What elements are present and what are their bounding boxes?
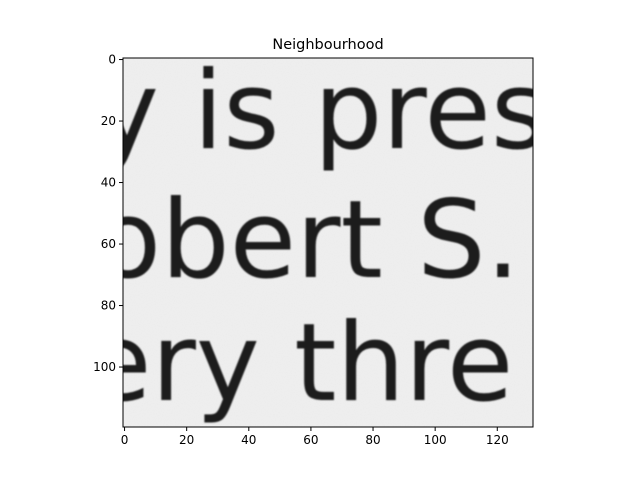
y-tick-label: 0	[108, 53, 116, 67]
x-tick-label: 20	[179, 433, 194, 447]
x-tick-label: 0	[121, 433, 129, 447]
image-panel: y is pres obert S. ery thre	[85, 49, 547, 427]
y-tick-label: 40	[101, 176, 116, 190]
x-axis: 0 20 40 60 80 100 120	[121, 427, 509, 447]
y-axis: 0 20 40 60 80 100	[93, 53, 123, 374]
image-text: y is pres obert S. ery thre	[85, 49, 547, 426]
x-tick-label: 40	[241, 433, 256, 447]
image-background	[123, 58, 533, 427]
y-tick-label: 80	[101, 299, 116, 313]
image-text-line-3: ery thre	[85, 301, 513, 426]
plot-frame	[122, 57, 534, 428]
chart-title: Neighbourhood	[272, 37, 383, 53]
y-tick-label: 60	[101, 237, 116, 251]
x-tick-label: 80	[365, 433, 380, 447]
x-tick-label: 120	[486, 433, 509, 447]
y-tick-label: 20	[101, 114, 116, 128]
y-tick-label: 100	[93, 360, 116, 374]
image-text-line-1: y is pres	[95, 49, 547, 174]
x-tick-label: 60	[303, 433, 318, 447]
image-text-line-2: obert S.	[95, 178, 520, 303]
x-tick-label: 100	[424, 433, 447, 447]
